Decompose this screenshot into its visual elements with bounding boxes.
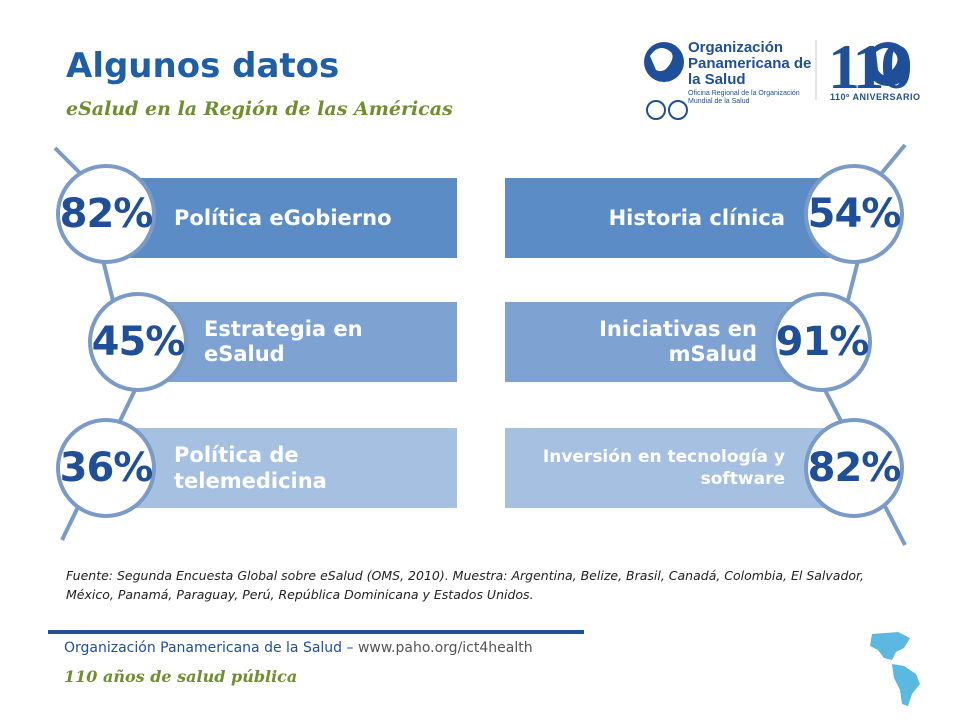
- anniversary-number: 110: [828, 31, 912, 102]
- americas-map-icon: [870, 632, 920, 706]
- percent-circle-egobierno: 82%: [56, 164, 156, 264]
- slide-subtitle: eSalud en la Región de las Américas: [66, 98, 453, 120]
- footer-tagline: 110 años de salud pública: [64, 667, 298, 686]
- band-inversion: Inversión en tecnología y software: [505, 428, 845, 508]
- percent-circle-inversion: 82%: [804, 418, 904, 518]
- logo-org-name: Organización Panamericana de la Salud: [688, 39, 812, 88]
- band-label: Inversión en tecnología y software: [542, 447, 785, 489]
- footer-url-link[interactable]: www.paho.org/ict4health: [357, 640, 533, 656]
- band-telemedicina: Política de telemedicina: [116, 428, 457, 508]
- band-label: Política eGobierno: [174, 206, 392, 230]
- band-egobierno: Política eGobierno: [116, 178, 457, 258]
- source-note: Fuente: Segunda Encuesta Global sobre eS…: [66, 568, 865, 602]
- slide-title: Algunos datos: [66, 46, 340, 86]
- band-label: Historia clínica: [608, 206, 785, 230]
- footer-org: Organización Panamericana de la Salud: [64, 640, 343, 656]
- band-label: Iniciativas en mSalud: [599, 317, 757, 366]
- band-msalud: Iniciativas en mSalud: [505, 302, 813, 382]
- band-estrategia: Estrategia en eSalud: [148, 302, 457, 382]
- percent-circle-estrategia: 45%: [88, 292, 188, 392]
- footer-text: Organización Panamericana de la Salud – …: [64, 640, 533, 656]
- anniversary-label: 110º ANIVERSARIO: [830, 92, 921, 102]
- logo-org-subtitle: Oficina Regional de la Organización Mund…: [688, 90, 800, 105]
- footer-separator: –: [342, 640, 358, 656]
- percent-circle-msalud: 91%: [772, 292, 872, 392]
- percent-circle-telemedicina: 36%: [56, 418, 156, 518]
- paho-logo: [644, 40, 910, 120]
- band-label: Política de telemedicina: [174, 443, 327, 493]
- band-historia: Historia clínica: [505, 178, 845, 258]
- band-label: Estrategia en eSalud: [204, 317, 363, 366]
- percent-circle-historia: 54%: [804, 164, 904, 264]
- footer-divider: [48, 630, 584, 634]
